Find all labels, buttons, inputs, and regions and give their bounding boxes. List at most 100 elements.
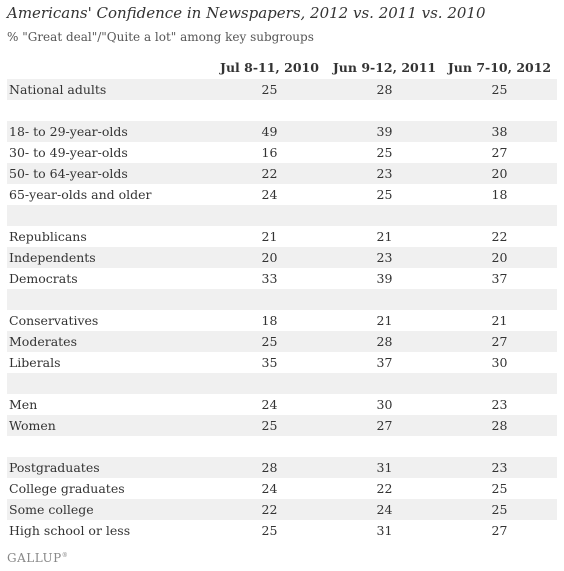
row-label: 50- to 64-year-olds bbox=[7, 163, 212, 184]
spacer-row bbox=[7, 436, 557, 457]
cell-value: 31 bbox=[376, 523, 393, 538]
row-label bbox=[7, 289, 212, 310]
cell-value: 33 bbox=[261, 271, 278, 286]
cell-value bbox=[212, 100, 327, 121]
cell-value bbox=[212, 205, 327, 226]
cell-value: 28 bbox=[442, 415, 557, 436]
cell-value bbox=[327, 289, 442, 310]
cell-value: 25 bbox=[212, 79, 327, 100]
header-row: Jul 8-11, 2010 Jun 9-12, 2011 Jun 7-10, … bbox=[7, 55, 557, 79]
row-label: 30- to 49-year-olds bbox=[9, 145, 128, 160]
table-row: Some college 22 24 25 bbox=[7, 499, 557, 520]
cell-value: 25 bbox=[442, 499, 557, 520]
cell-value: 30 bbox=[491, 355, 508, 370]
cell-value bbox=[442, 100, 557, 121]
row-label: Democrats bbox=[9, 271, 78, 286]
table-row: Republicans 21 21 22 bbox=[7, 226, 557, 247]
cell-value: 38 bbox=[442, 121, 557, 142]
cell-value bbox=[327, 373, 442, 394]
cell-value: 31 bbox=[327, 457, 442, 478]
table-row: Democrats 33 39 37 bbox=[7, 268, 557, 289]
cell-value: 24 bbox=[261, 187, 278, 202]
cell-value: 28 bbox=[327, 331, 442, 352]
row-label bbox=[7, 100, 212, 121]
table-row: Men 24 30 23 bbox=[7, 394, 557, 415]
cell-value: 18 bbox=[491, 187, 508, 202]
cell-value: 20 bbox=[442, 247, 557, 268]
row-label: National adults bbox=[7, 79, 212, 100]
row-label: Some college bbox=[7, 499, 212, 520]
table-row: 30- to 49-year-olds 16 25 27 bbox=[7, 142, 557, 163]
cell-value: 23 bbox=[491, 397, 508, 412]
cell-value: 20 bbox=[212, 247, 327, 268]
table-row: College graduates 24 22 25 bbox=[7, 478, 557, 499]
cell-value: 25 bbox=[376, 145, 393, 160]
column-header: Jun 7-10, 2012 bbox=[447, 59, 552, 75]
cell-value: 35 bbox=[261, 355, 278, 370]
row-label: Republicans bbox=[9, 229, 87, 244]
table-row: National adults 25 28 25 bbox=[7, 79, 557, 100]
row-label: 18- to 29-year-olds bbox=[7, 121, 212, 142]
table-row: Women 25 27 28 bbox=[7, 415, 557, 436]
row-label: Postgraduates bbox=[7, 457, 212, 478]
spacer-row bbox=[7, 373, 557, 394]
cell-value: 25 bbox=[376, 187, 393, 202]
cell-value: 28 bbox=[212, 457, 327, 478]
row-label: Independents bbox=[7, 247, 212, 268]
cell-value: 22 bbox=[212, 499, 327, 520]
chart-title: Americans' Confidence in Newspapers, 201… bbox=[7, 4, 486, 22]
header-blank bbox=[7, 55, 212, 79]
spacer-row bbox=[7, 289, 557, 310]
row-label: College graduates bbox=[9, 481, 125, 496]
cell-value: 24 bbox=[261, 481, 278, 496]
chart-subtitle: % "Great deal"/"Quite a lot" among key s… bbox=[7, 30, 314, 44]
cell-value bbox=[442, 373, 557, 394]
cell-value: 25 bbox=[442, 79, 557, 100]
table-body: National adults 25 28 25 18- to 29-year-olds… bbox=[7, 79, 557, 541]
cell-value: 22 bbox=[212, 163, 327, 184]
row-label bbox=[7, 436, 212, 457]
cell-value: 27 bbox=[327, 415, 442, 436]
cell-value: 27 bbox=[442, 331, 557, 352]
table-row: Moderates 25 28 27 bbox=[7, 331, 557, 352]
cell-value: 24 bbox=[261, 397, 278, 412]
cell-value bbox=[327, 100, 442, 121]
cell-value: 49 bbox=[212, 121, 327, 142]
cell-value: 21 bbox=[376, 313, 393, 328]
cell-value: 21 bbox=[376, 229, 393, 244]
cell-value: 21 bbox=[491, 313, 508, 328]
spacer-row bbox=[7, 205, 557, 226]
row-label: Women bbox=[7, 415, 212, 436]
table-row: Conservatives 18 21 21 bbox=[7, 310, 557, 331]
table-row: 50- to 64-year-olds 22 23 20 bbox=[7, 163, 557, 184]
cell-value: 23 bbox=[442, 457, 557, 478]
cell-value: 39 bbox=[327, 121, 442, 142]
row-label: Moderates bbox=[7, 331, 212, 352]
table-row: High school or less 25 31 27 bbox=[7, 520, 557, 541]
cell-value: 25 bbox=[212, 415, 327, 436]
table-row: 65-year-olds and older 24 25 18 bbox=[7, 184, 557, 205]
row-label bbox=[7, 205, 212, 226]
row-label: Conservatives bbox=[9, 313, 99, 328]
cell-value: 27 bbox=[491, 145, 508, 160]
cell-value: 16 bbox=[261, 145, 278, 160]
cell-value bbox=[212, 373, 327, 394]
row-label: 65-year-olds and older bbox=[9, 187, 152, 202]
cell-value: 25 bbox=[212, 331, 327, 352]
cell-value: 22 bbox=[376, 481, 393, 496]
row-label: Liberals bbox=[9, 355, 61, 370]
cell-value: 37 bbox=[376, 355, 393, 370]
cell-value: 37 bbox=[491, 271, 508, 286]
row-label: Men bbox=[9, 397, 38, 412]
table-row: 18- to 29-year-olds 49 39 38 bbox=[7, 121, 557, 142]
cell-value: 22 bbox=[491, 229, 508, 244]
data-table: Jul 8-11, 2010 Jun 9-12, 2011 Jun 7-10, … bbox=[7, 55, 557, 541]
cell-value: 39 bbox=[376, 271, 393, 286]
cell-value bbox=[327, 436, 442, 457]
cell-value: 21 bbox=[261, 229, 278, 244]
table-row: Liberals 35 37 30 bbox=[7, 352, 557, 373]
cell-value: 28 bbox=[327, 79, 442, 100]
row-label: High school or less bbox=[9, 523, 131, 538]
cell-value: 25 bbox=[491, 481, 508, 496]
cell-value bbox=[442, 289, 557, 310]
